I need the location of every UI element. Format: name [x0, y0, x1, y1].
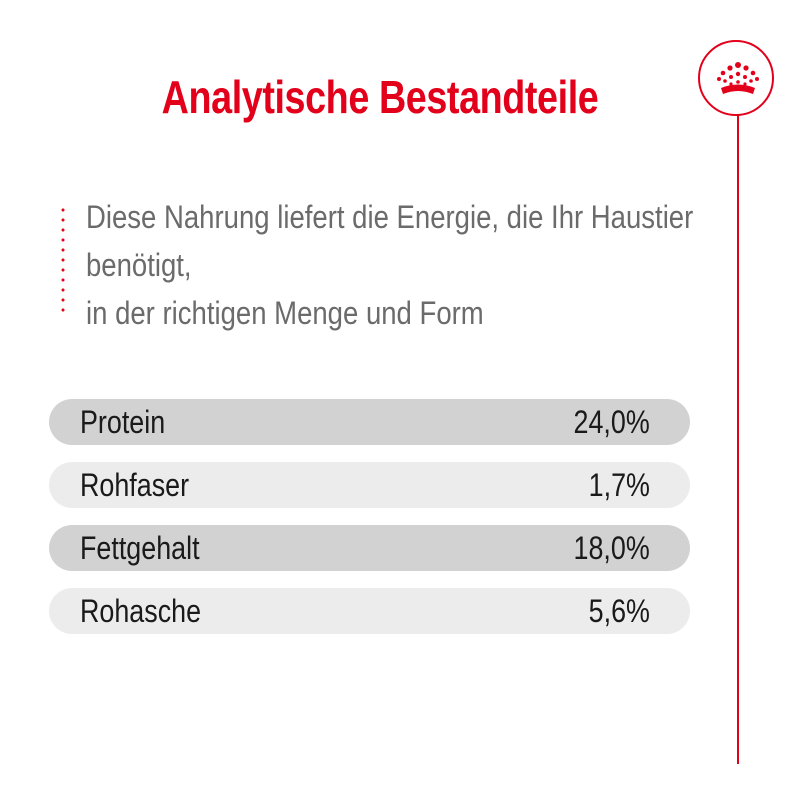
nutrient-value: 18,0%: [573, 529, 650, 566]
nutrient-name: Fettgehalt: [80, 529, 200, 566]
nutrient-name: Rohfaser: [80, 466, 190, 503]
brand-vertical-line: [737, 112, 739, 764]
nutrient-value: 24,0%: [573, 403, 650, 440]
nutrient-row-rohfaser: Rohfaser 1,7%: [49, 462, 690, 508]
nutrient-name: Protein: [80, 403, 166, 440]
nutrient-row-protein: Protein 24,0%: [49, 399, 690, 445]
brand-logo: [698, 40, 774, 116]
description-line: Diese Nahrung liefert die Energie, die I…: [86, 199, 694, 235]
nutrient-value: 5,6%: [588, 592, 650, 629]
nutrient-name: Rohasche: [80, 592, 202, 629]
page-title: Analytische Bestandteile: [161, 71, 599, 123]
crown-icon: [717, 62, 759, 94]
dotted-divider: [61, 205, 65, 317]
nutrient-row-rohasche: Rohasche 5,6%: [49, 588, 690, 634]
nutrient-value: 1,7%: [588, 466, 650, 503]
nutrient-table: Protein 24,0% Rohfaser 1,7% Fettgehalt 1…: [49, 399, 690, 651]
description: Diese Nahrung liefert die Energie, die I…: [86, 193, 705, 337]
nutrient-row-fettgehalt: Fettgehalt 18,0%: [49, 525, 690, 571]
description-line: in der richtigen Menge und Form: [86, 295, 484, 331]
description-line: benötigt,: [86, 247, 192, 283]
